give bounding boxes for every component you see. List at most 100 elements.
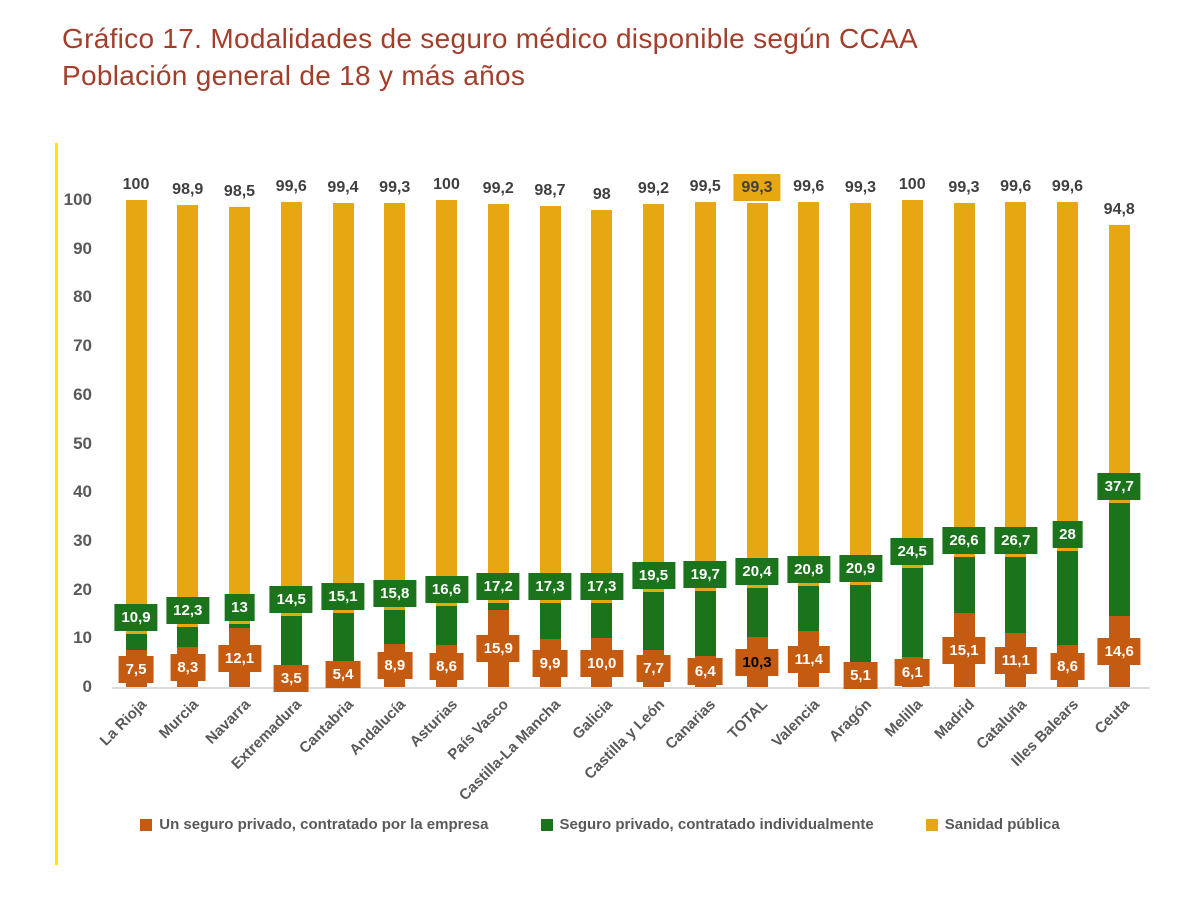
value-label-sanidad-publica: 98: [592, 185, 611, 203]
value-label-seguro-empresa: 10,0: [580, 649, 624, 677]
x-axis-category-label: Andalucía: [346, 696, 409, 759]
x-axis-category-label: Valencia: [768, 696, 823, 751]
value-label-sanidad-publica: 99,6: [793, 177, 825, 195]
value-label-sanidad-publica: 98,9: [172, 181, 204, 199]
value-label-seguro-individual: 10,9: [114, 603, 158, 631]
value-label-seguro-individual: 37,7: [1097, 473, 1141, 501]
value-label-seguro-individual: 15,1: [321, 583, 365, 611]
value-label-seguro-empresa: 15,9: [476, 635, 520, 663]
value-label-seguro-individual: 19,5: [631, 562, 676, 590]
x-axis-category-label: Melilla: [881, 696, 927, 741]
y-axis-tick-label: 40: [73, 482, 92, 502]
y-axis-tick-label: 50: [73, 433, 92, 453]
value-label-seguro-empresa: 12,1: [217, 644, 262, 672]
legend-item-label: Seguro privado, contratado individualmen…: [559, 816, 874, 833]
value-label-seguro-empresa: 6,4: [687, 658, 723, 686]
value-label-seguro-empresa: 5,4: [325, 660, 361, 688]
value-label-seguro-empresa: 6,1: [894, 659, 930, 687]
value-label-seguro-individual: 26,7: [994, 526, 1038, 554]
legend-swatch-icon: [925, 818, 938, 831]
bar-seguro-individual: [901, 567, 923, 687]
bar-sanidad-publica: [539, 206, 561, 687]
value-label-seguro-individual: 20,9: [838, 555, 883, 583]
value-label-sanidad-publica: 98,7: [534, 182, 566, 200]
value-label-sanidad-publica: 99,3: [948, 179, 980, 197]
value-label-seguro-empresa: 8,6: [429, 653, 464, 681]
y-axis-tick-label: 60: [73, 384, 92, 404]
x-axis-category-label: TOTAL: [724, 696, 772, 743]
y-axis-tick-label: 30: [73, 530, 92, 550]
value-label-seguro-empresa: 11,1: [994, 646, 1037, 674]
x-axis-category-label: Castilla-La Mancha: [455, 696, 565, 805]
x-axis-category-label: Ceuta: [1091, 696, 1134, 738]
value-label-seguro-individual: 17,3: [580, 572, 624, 600]
value-label-seguro-empresa: 14,6: [1097, 638, 1141, 666]
bar-sanidad-publica: [384, 203, 406, 687]
y-axis-tick-label: 80: [73, 287, 92, 307]
value-label-sanidad-publica: 99,2: [637, 179, 670, 197]
chart-legend: Un seguro privado, contratado por la emp…: [0, 816, 1200, 833]
value-label-sanidad-publica: 100: [898, 176, 926, 193]
bar-seguro-individual: [850, 585, 871, 687]
bar-sanidad-publica: [229, 207, 250, 687]
value-label-sanidad-publica: 100: [433, 176, 460, 193]
bar-sanidad-publica: [332, 202, 354, 687]
value-label-seguro-individual: 24,5: [890, 537, 934, 565]
bar-sanidad-publica: [125, 200, 147, 687]
value-label-seguro-empresa: 3,5: [273, 665, 309, 693]
value-label-seguro-empresa: 15,1: [942, 637, 986, 665]
value-label-seguro-empresa: 9,9: [532, 649, 568, 677]
value-label-seguro-empresa: 10,3: [735, 648, 779, 676]
value-label-sanidad-publica: 100: [122, 176, 150, 193]
value-label-sanidad-publica: 99,3: [733, 174, 781, 202]
x-axis-category-label: Canarias: [662, 696, 720, 753]
value-label-seguro-individual: 28: [1052, 520, 1083, 548]
value-label-seguro-individual: 19,7: [683, 561, 727, 589]
x-axis-category-label: Navarra: [201, 696, 254, 748]
value-label-seguro-individual: 13: [224, 593, 255, 621]
legend-item: Seguro privado, contratado individualmen…: [540, 816, 874, 833]
value-label-seguro-empresa: 8,3: [170, 653, 206, 681]
chart-title-line-2: Población general de 18 y más años: [62, 60, 526, 91]
x-axis-category-label: La Rioja: [96, 696, 151, 750]
y-axis-tick-label: 20: [73, 579, 92, 599]
y-axis-tick-label: 70: [73, 336, 92, 356]
accent-line: [55, 143, 58, 865]
x-axis-category-label: Madrid: [931, 696, 979, 743]
chart-title-line-1: Gráfico 17. Modalidades de seguro médico…: [62, 23, 918, 54]
value-label-sanidad-publica: 99,4: [327, 178, 359, 196]
value-label-sanidad-publica: 99,5: [689, 178, 721, 196]
value-label-sanidad-publica: 99,3: [844, 179, 877, 197]
value-label-sanidad-publica: 99,3: [379, 179, 411, 197]
value-label-sanidad-publica: 99,6: [275, 177, 307, 195]
legend-swatch-icon: [540, 818, 553, 831]
y-axis-tick-label: 100: [63, 190, 92, 209]
value-label-seguro-empresa: 11,4: [787, 646, 830, 674]
legend-swatch-icon: [140, 818, 153, 831]
value-label-seguro-individual: 16,6: [424, 576, 469, 604]
legend-item: Sanidad pública: [925, 816, 1060, 833]
value-label-sanidad-publica: 99,2: [482, 179, 514, 197]
legend-item-label: Sanidad pública: [944, 816, 1060, 833]
bar-sanidad-publica: [591, 209, 613, 687]
value-label-seguro-empresa: 7,5: [118, 655, 154, 683]
bar-sanidad-publica: [901, 200, 923, 687]
bar-sanidad-publica: [280, 201, 302, 687]
bar-sanidad-publica: [487, 203, 509, 687]
value-label-seguro-individual: 14,5: [269, 586, 313, 614]
legend-item-label: Un seguro privado, contratado por la emp…: [159, 816, 489, 833]
x-axis-category-label: Galicia: [568, 696, 616, 743]
value-label-seguro-individual: 12,3: [166, 597, 210, 625]
value-label-seguro-empresa: 7,7: [636, 655, 671, 683]
value-label-seguro-individual: 20,4: [735, 557, 779, 585]
x-axis-category-label: Murcia: [155, 696, 202, 743]
value-label-seguro-individual: 17,2: [476, 573, 520, 601]
value-label-seguro-individual: 20,8: [787, 555, 831, 583]
chart-title: Gráfico 17. Modalidades de seguro médico…: [62, 20, 918, 94]
value-label-sanidad-publica: 99,6: [1000, 177, 1032, 195]
value-label-seguro-individual: 15,8: [373, 580, 417, 608]
y-axis-tick-label: 90: [73, 238, 92, 258]
legend-item: Un seguro privado, contratado por la emp…: [140, 816, 489, 833]
